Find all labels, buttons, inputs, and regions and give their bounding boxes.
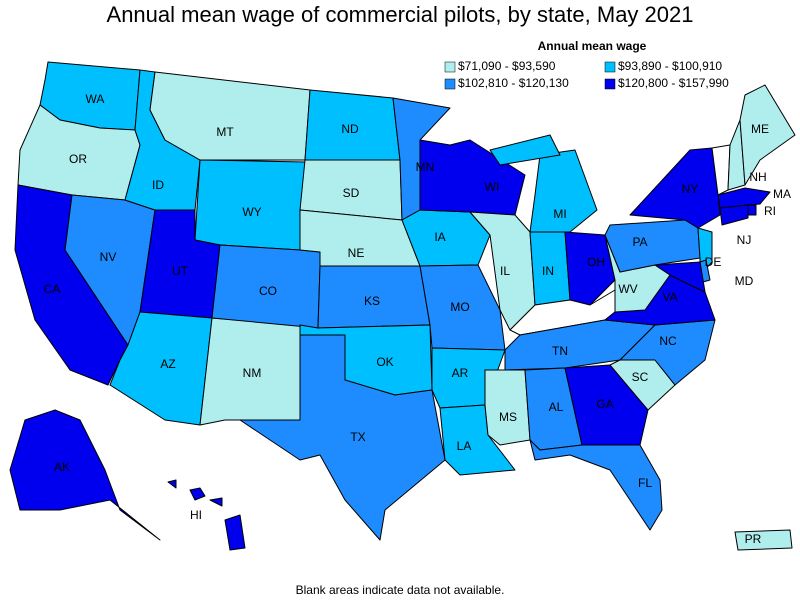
state [189,487,206,501]
state-label: MA [773,187,791,201]
state-label: AR [452,366,469,380]
legend-label: $102,810 - $120,130 [458,76,569,90]
state [719,204,749,226]
state [167,479,177,489]
state-label: OK [376,355,393,369]
state-label: NJ [737,233,752,247]
state [629,147,721,229]
state-label: FL [638,476,652,490]
state [564,364,649,446]
state-label: WI [485,180,500,194]
state-label: IL [500,264,510,278]
state [734,529,793,551]
state-label: MT [216,125,234,139]
legend-swatch [444,61,456,73]
state-label: IN [542,264,554,278]
legend-swatch [604,61,616,73]
state [484,369,531,446]
state-label: WY [242,205,261,219]
state-label: DE [705,255,722,269]
state-label: NV [100,250,117,264]
state-label: SC [632,370,649,384]
legend-swatch [444,78,456,90]
state [654,261,706,293]
map-title: Annual mean wage of commercial pilots, b… [107,2,694,27]
legend-label: $120,800 - $157,990 [618,76,729,90]
state-label: MS [499,410,517,424]
state [489,134,561,166]
state-labels: WA OR CA NV ID MT WY UT AZ NM CO ND SD NE KS OK TX MN IA MO… [44,92,791,546]
state-label: HI [190,508,202,522]
state-label: PA [632,235,647,249]
state-label: ID [152,178,164,192]
state-label: TN [552,344,568,358]
footnote: Blank areas indicate data not available. [296,583,505,597]
state-label: CO [259,284,277,298]
state-label: NH [749,170,766,184]
states [9,61,796,551]
state-label: MI [553,207,566,221]
state [529,439,663,531]
state-label: AL [549,400,564,414]
state-label: SD [343,186,360,200]
state-label: MN [416,160,435,174]
state-label: ND [341,122,359,136]
state-label: KS [364,294,380,308]
state-label: NE [348,246,365,260]
state-label: MD [735,274,754,288]
state-label: IA [434,230,445,244]
state-label: LA [457,439,472,453]
state-label: OR [69,152,87,166]
state-label: AZ [160,357,175,371]
state-label: PR [745,532,762,546]
state-label: GA [596,397,613,411]
state [224,514,246,551]
state [239,334,446,541]
state-label: NM [243,366,262,380]
state [739,84,796,186]
state-label: RI [764,204,776,218]
state-label: NY [682,182,699,196]
state-label: TX [350,430,365,444]
state-label: MO [450,300,469,314]
state [747,204,757,216]
state-label: CA [44,282,61,296]
state-label: ME [751,122,769,136]
state-label: NC [659,334,677,348]
state-label: AK [54,460,70,474]
state [564,231,616,306]
state [209,497,223,507]
state-label: WV [618,282,637,296]
legend: $71,090 - $93,590 $93,890 - $100,910 $102,… [444,59,729,90]
state-label: VA [662,290,677,304]
state-label: OH [587,255,605,269]
legend-swatch [604,78,616,90]
state [9,409,161,541]
state-label: UT [172,264,189,278]
state-label: WA [86,92,105,106]
legend-label: $71,090 - $93,590 [458,59,556,73]
legend-title: Annual mean wage [538,39,647,53]
legend-label: $93,890 - $100,910 [618,59,722,73]
